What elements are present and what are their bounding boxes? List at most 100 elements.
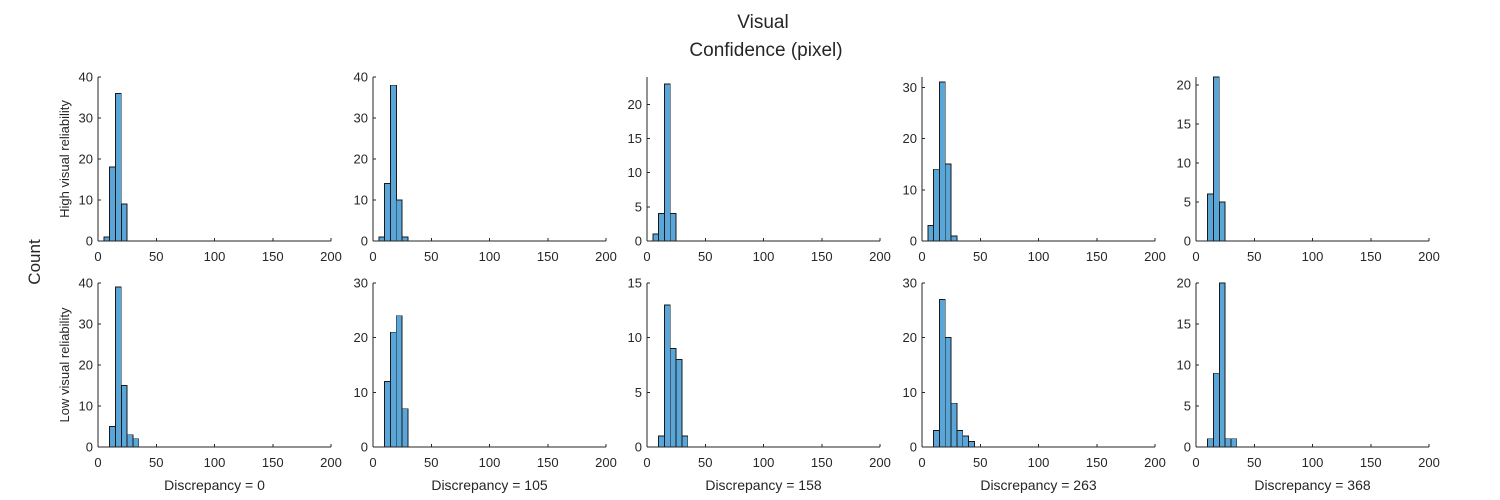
x-axis-label: Discrepancy = 263: [980, 477, 1097, 493]
x-axis-label: Discrepancy = 368: [1254, 477, 1371, 493]
x-tick-label: 100: [1028, 455, 1050, 470]
x-tick-label: 200: [1418, 249, 1440, 264]
x-axis-label: Discrepancy = 105: [431, 477, 548, 493]
y-tick-label: 30: [903, 80, 917, 95]
x-tick-label: 150: [1086, 249, 1108, 264]
x-tick-label: 100: [753, 249, 775, 264]
x-tick-label: 150: [1086, 455, 1108, 470]
y-tick-label: 20: [903, 330, 917, 345]
x-tick-label: 50: [973, 249, 987, 264]
y-tick-label: 10: [903, 182, 917, 197]
x-tick-label: 200: [1144, 249, 1166, 264]
histogram-bar: [950, 402, 958, 448]
y-tick-label: 30: [354, 111, 368, 126]
histogram-bar: [968, 441, 975, 448]
histogram-bar: [664, 304, 671, 448]
x-tick-label: 150: [1360, 249, 1382, 264]
x-tick-label: 100: [753, 455, 775, 470]
y-tick-label: 20: [1177, 77, 1191, 92]
x-tick-label: 0: [94, 249, 101, 264]
histogram-bar: [950, 235, 958, 242]
histogram-bar: [1213, 372, 1220, 448]
y-tick-label: 0: [910, 440, 917, 455]
histogram-bar: [669, 348, 677, 448]
figure-title-line1: Visual: [737, 12, 788, 33]
histogram-bar: [401, 236, 409, 242]
x-tick-label: 50: [698, 249, 712, 264]
y-tick-label: 20: [354, 330, 368, 345]
histogram-bar: [109, 426, 116, 448]
histogram-bar: [1218, 282, 1226, 448]
histogram-bar: [132, 438, 140, 448]
histogram-bar: [1218, 201, 1226, 242]
y-tick-label: 10: [354, 193, 368, 208]
histogram-bar: [115, 286, 122, 448]
x-tick-label: 0: [369, 455, 376, 470]
histogram-bar: [1230, 438, 1238, 448]
y-tick-label: 10: [1177, 155, 1191, 170]
y-tick-label: 5: [1184, 399, 1191, 414]
histogram-bar: [1207, 193, 1214, 242]
x-tick-label: 100: [1302, 455, 1324, 470]
y-tick-label: 10: [903, 385, 917, 400]
y-tick-label: 20: [79, 358, 93, 373]
y-tick-label: 0: [361, 440, 368, 455]
y-tick-label: 5: [635, 385, 642, 400]
histogram-bar: [384, 380, 391, 448]
histogram-bar: [658, 435, 665, 448]
y-tick-label: 10: [628, 330, 642, 345]
panel-r0-c1: 0 10 20 30 40 0 50 100 150 200: [354, 70, 617, 265]
x-tick-label: 150: [811, 249, 833, 264]
x-tick-label: 150: [811, 455, 833, 470]
y-tick-label: 40: [79, 70, 93, 85]
histogram-bar: [962, 435, 970, 448]
y-tick-label: 0: [86, 234, 93, 249]
histogram-bar: [378, 236, 386, 242]
y-tick-label: 10: [79, 399, 93, 414]
y-tick-label: 0: [635, 234, 642, 249]
histogram-bar: [115, 92, 122, 242]
x-tick-label: 200: [595, 455, 617, 470]
x-tick-label: 50: [973, 455, 987, 470]
x-axis-label: Discrepancy = 0: [164, 477, 265, 493]
x-tick-label: 200: [869, 455, 891, 470]
x-tick-label: 0: [94, 455, 101, 470]
histogram-bar: [103, 236, 111, 242]
histogram-bar: [939, 298, 946, 448]
x-tick-label: 200: [1418, 455, 1440, 470]
histogram-bar: [944, 337, 952, 448]
x-tick-label: 0: [643, 455, 650, 470]
x-tick-label: 50: [424, 249, 438, 264]
x-tick-label: 0: [918, 455, 925, 470]
x-tick-label: 50: [149, 249, 163, 264]
y-tick-label: 0: [1184, 440, 1191, 455]
histogram-bar: [658, 213, 665, 242]
y-tick-label: 15: [1177, 317, 1191, 332]
x-tick-label: 150: [537, 249, 559, 264]
histogram-bar: [669, 213, 677, 242]
histogram-bar: [401, 408, 409, 448]
histogram-bar: [395, 199, 403, 242]
x-tick-label: 0: [1192, 455, 1199, 470]
y-tick-label: 20: [354, 152, 368, 167]
y-tick-label: 30: [354, 276, 368, 291]
y-tick-label: 20: [79, 152, 93, 167]
histogram-bar: [390, 331, 397, 448]
y-tick-label: 20: [1177, 276, 1191, 291]
histogram-bar: [939, 81, 946, 242]
y-tick-label: 0: [635, 440, 642, 455]
histogram-bar: [933, 430, 940, 448]
histogram-bar: [120, 385, 128, 448]
x-tick-label: 50: [698, 455, 712, 470]
histogram-bar: [1213, 76, 1220, 242]
x-tick-label: 200: [320, 249, 342, 264]
x-tick-label: 0: [918, 249, 925, 264]
histogram-bar: [390, 84, 397, 242]
y-tick-label: 5: [635, 199, 642, 214]
histogram-bar: [927, 225, 935, 242]
x-tick-label: 150: [1360, 455, 1382, 470]
histogram-bar: [1207, 438, 1214, 448]
